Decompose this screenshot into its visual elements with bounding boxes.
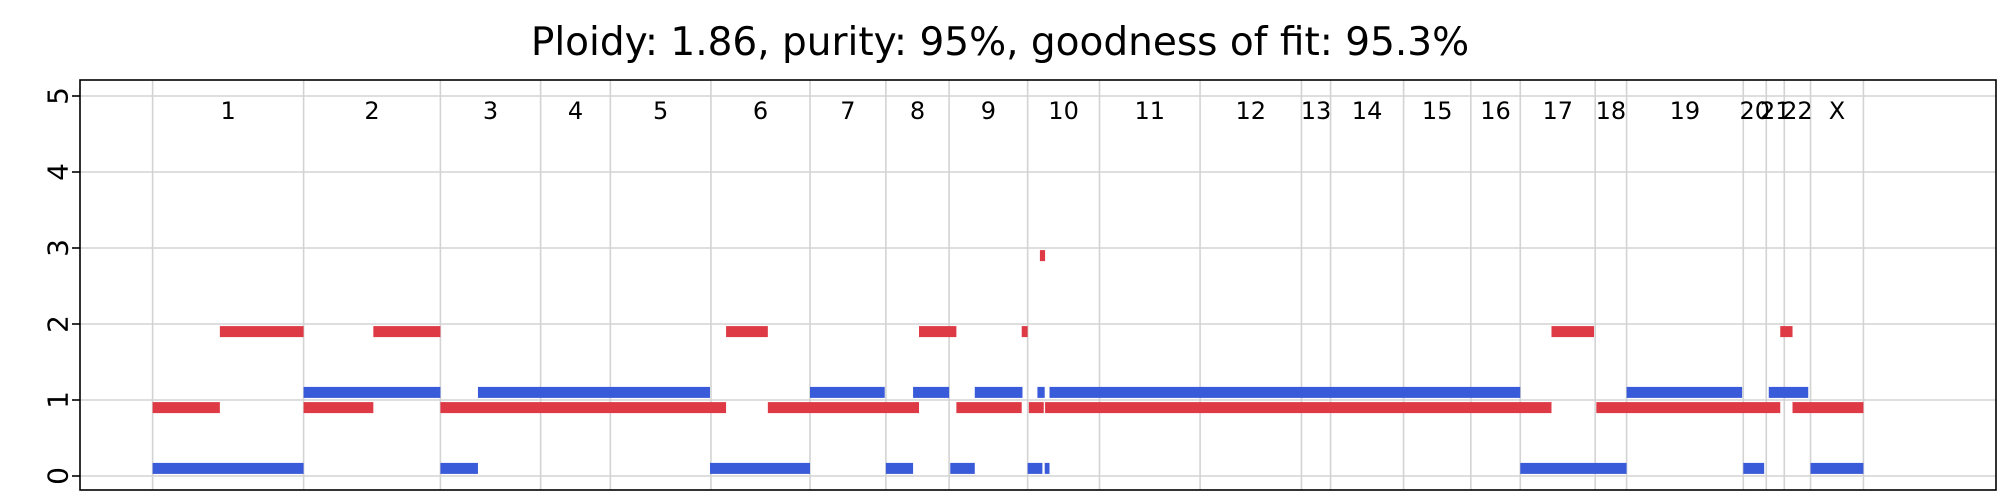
chromosome-label: 11 bbox=[1135, 97, 1166, 125]
segment-bar-series-1 bbox=[950, 462, 975, 474]
chromosome-label: 17 bbox=[1542, 97, 1573, 125]
segment-bar-series-2 bbox=[1596, 402, 1781, 414]
chromosome-label: 3 bbox=[483, 97, 498, 125]
segment-bar-series-2 bbox=[440, 402, 727, 414]
chromosome-label: 2 bbox=[364, 97, 379, 125]
chromosome-label: 8 bbox=[910, 97, 925, 125]
y-axis: 0 1 2 3 4 5 bbox=[42, 87, 80, 485]
chromosome-label: 7 bbox=[840, 97, 855, 125]
segment-layer bbox=[152, 250, 1864, 474]
chromosome-label: 1 bbox=[220, 97, 235, 125]
chromosome-label: 16 bbox=[1480, 97, 1511, 125]
chromosome-label: 10 bbox=[1048, 97, 1079, 125]
segment-bar-series-1 bbox=[1810, 462, 1864, 474]
segment-bar-series-1 bbox=[885, 462, 914, 474]
y-tick-label: 4 bbox=[42, 163, 75, 181]
plot-frame bbox=[79, 79, 1997, 491]
segment-bar-series-2 bbox=[303, 402, 374, 414]
segment-bar-series-2 bbox=[1792, 402, 1864, 414]
y-tick-label: 0 bbox=[42, 467, 75, 485]
segment-bar-series-2 bbox=[1551, 326, 1595, 338]
chromosome-label: 21 bbox=[1760, 97, 1791, 125]
segment-bar-series-2 bbox=[1780, 326, 1793, 338]
segment-bar-series-2 bbox=[373, 326, 441, 338]
y-tick-label: 1 bbox=[42, 391, 75, 409]
segment-bar-series-1 bbox=[809, 386, 885, 398]
segment-bar-series-2 bbox=[726, 326, 768, 338]
segment-bar-series-2 bbox=[767, 402, 920, 414]
chromosome-label: 19 bbox=[1670, 97, 1701, 125]
segment-bar-series-1 bbox=[1743, 462, 1765, 474]
segment-bar-series-1 bbox=[440, 462, 478, 474]
segment-bar-series-2 bbox=[1039, 250, 1046, 262]
chromosome-label: X bbox=[1829, 97, 1845, 125]
segment-bar-series-2 bbox=[1028, 402, 1044, 414]
segment-bar-series-2 bbox=[152, 402, 220, 414]
segment-bar-series-2 bbox=[1045, 402, 1552, 414]
segment-bar-series-1 bbox=[913, 386, 950, 398]
chromosome-label: 15 bbox=[1422, 97, 1453, 125]
segment-bar-series-2 bbox=[956, 402, 1022, 414]
segment-bar-series-1 bbox=[477, 386, 710, 398]
segment-bar-series-1 bbox=[152, 462, 304, 474]
segment-bar-series-1 bbox=[303, 386, 441, 398]
segment-bar-series-1 bbox=[974, 386, 1023, 398]
chart-title: Ploidy: 1.86, purity: 95%, goodness of f… bbox=[531, 20, 1469, 65]
segment-bar-series-1 bbox=[1049, 386, 1521, 398]
chromosome-label: 20 bbox=[1740, 97, 1771, 125]
segment-bar-series-2 bbox=[919, 326, 957, 338]
segment-bar-series-1 bbox=[1626, 386, 1743, 398]
segment-bar-series-1 bbox=[1044, 462, 1050, 474]
segment-bar-series-2 bbox=[219, 326, 304, 338]
y-tick-label: 2 bbox=[42, 315, 75, 333]
segment-bar-series-1 bbox=[1768, 386, 1809, 398]
chromosome-label: 9 bbox=[981, 97, 996, 125]
chromosome-label: 22 bbox=[1782, 97, 1813, 125]
segment-bar-series-1 bbox=[1037, 386, 1045, 398]
segment-bar-series-1 bbox=[709, 462, 810, 474]
segment-bar-series-2 bbox=[1021, 326, 1028, 338]
chromosome-label: 6 bbox=[753, 97, 768, 125]
chromosome-label: 14 bbox=[1352, 97, 1383, 125]
y-tick-label: 5 bbox=[42, 87, 75, 105]
chromosome-label: 12 bbox=[1235, 97, 1266, 125]
chromosome-label: 5 bbox=[653, 97, 668, 125]
y-tick-label: 3 bbox=[42, 239, 75, 257]
chromosome-label: 4 bbox=[568, 97, 583, 125]
segment-bar-series-1 bbox=[1027, 462, 1043, 474]
segment-bar-series-1 bbox=[1520, 462, 1627, 474]
grid-lines bbox=[80, 80, 1996, 490]
chromosome-label: 13 bbox=[1301, 97, 1332, 125]
chromosome-label: 18 bbox=[1596, 97, 1627, 125]
